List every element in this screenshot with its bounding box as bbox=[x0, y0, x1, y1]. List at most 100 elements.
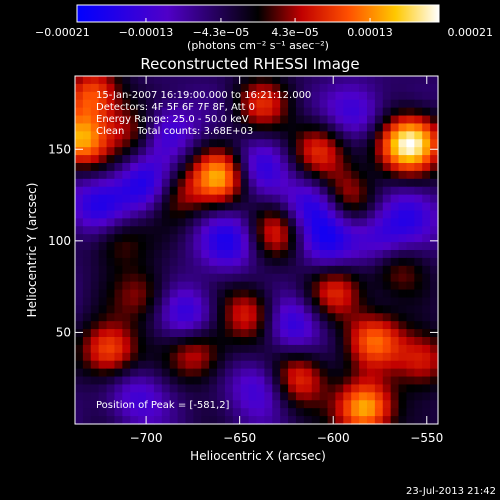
heatmap-cell bbox=[114, 131, 123, 140]
heatmap-cell bbox=[90, 139, 100, 148]
heatmap-cell bbox=[382, 376, 392, 386]
heatmap-cell bbox=[130, 123, 139, 132]
heatmap-cell bbox=[193, 376, 202, 386]
heatmap-cell bbox=[201, 139, 210, 148]
heatmap-cell bbox=[98, 281, 108, 291]
heatmap-cell bbox=[169, 265, 179, 275]
heatmap-cell bbox=[414, 170, 423, 180]
heatmap-cell bbox=[106, 210, 116, 219]
heatmap-cell bbox=[232, 352, 242, 362]
heatmap-cell bbox=[75, 147, 84, 156]
heatmap-cell bbox=[90, 289, 100, 299]
heatmap-cell bbox=[414, 163, 423, 172]
heatmap-cell bbox=[374, 202, 384, 212]
heatmap-cell bbox=[122, 376, 131, 386]
heatmap-cell bbox=[311, 83, 321, 93]
heatmap-cell bbox=[82, 115, 92, 125]
heatmap-cell bbox=[319, 265, 329, 275]
heatmap-cell bbox=[288, 107, 297, 117]
heatmap-cell bbox=[161, 163, 171, 172]
heatmap-cell bbox=[98, 368, 108, 378]
heatmap-cell bbox=[98, 99, 108, 109]
heatmap-cell bbox=[351, 107, 360, 117]
heatmap-cell bbox=[272, 155, 281, 164]
heatmap-cell bbox=[414, 313, 423, 322]
heatmap-cell bbox=[185, 329, 194, 338]
heatmap-cell bbox=[319, 337, 329, 346]
heatmap-cell bbox=[272, 368, 281, 378]
heatmap-cell bbox=[98, 337, 108, 346]
heatmap-cell bbox=[288, 242, 297, 251]
heatmap-cell bbox=[422, 321, 431, 330]
heatmap-cell bbox=[359, 76, 368, 85]
heatmap-cell bbox=[209, 408, 218, 417]
heatmap-cell bbox=[240, 321, 250, 330]
heatmap-cell bbox=[343, 281, 352, 291]
heatmap-cell bbox=[382, 91, 392, 101]
heatmap-cell bbox=[106, 155, 116, 164]
heatmap-cell bbox=[406, 265, 415, 275]
heatmap-cell bbox=[422, 123, 431, 132]
heatmap-cell bbox=[319, 91, 329, 101]
heatmap-cell bbox=[122, 76, 131, 85]
heatmap-cell bbox=[295, 123, 305, 132]
heatmap-cell bbox=[114, 242, 123, 251]
heatmap-cell bbox=[232, 297, 242, 306]
heatmap-cell bbox=[185, 194, 194, 204]
heatmap-cell bbox=[390, 202, 400, 212]
heatmap-cell bbox=[390, 226, 400, 235]
heatmap-cell bbox=[201, 226, 210, 235]
heatmap-cell bbox=[106, 392, 116, 401]
heatmap-cell bbox=[366, 139, 376, 148]
heatmap-cell bbox=[217, 234, 226, 243]
heatmap-cell bbox=[351, 289, 360, 299]
heatmap-cell bbox=[224, 99, 234, 109]
heatmap-cell bbox=[185, 265, 194, 275]
heatmap-cell bbox=[406, 321, 415, 330]
heatmap-cell bbox=[209, 313, 218, 322]
heatmap-cell bbox=[122, 257, 131, 267]
heatmap-cell bbox=[280, 313, 289, 322]
heatmap-cell bbox=[185, 344, 194, 354]
heatmap-cell bbox=[122, 416, 131, 425]
heatmap-cell bbox=[232, 147, 242, 156]
heatmap-cell bbox=[82, 273, 92, 283]
heatmap-cell bbox=[335, 83, 344, 93]
heatmap-cell bbox=[248, 337, 258, 346]
heatmap-cell bbox=[106, 384, 116, 393]
heatmap-cell bbox=[280, 376, 289, 386]
heatmap-cell bbox=[75, 344, 84, 354]
heatmap-cell bbox=[256, 368, 265, 378]
heatmap-cell bbox=[217, 194, 226, 204]
annotation-clean-counts: Clean Total counts: 3.68E+03 bbox=[96, 126, 253, 137]
heatmap-cell bbox=[311, 234, 321, 243]
heatmap-cell bbox=[288, 344, 297, 354]
heatmap-cell bbox=[303, 170, 313, 180]
heatmap-cell bbox=[193, 257, 202, 267]
heatmap-cell bbox=[161, 313, 171, 322]
heatmap-cell bbox=[146, 123, 155, 132]
heatmap-cell bbox=[422, 147, 431, 156]
heatmap-cell bbox=[232, 210, 242, 219]
heatmap-cell bbox=[335, 242, 344, 251]
heatmap-cell bbox=[374, 344, 384, 354]
heatmap-cell bbox=[319, 218, 329, 227]
heatmap-cell bbox=[343, 91, 352, 101]
heatmap-cell bbox=[224, 329, 234, 338]
heatmap-cell bbox=[374, 76, 384, 85]
heatmap-cell bbox=[374, 163, 384, 172]
heatmap-cell bbox=[98, 392, 108, 401]
heatmap-cell bbox=[232, 305, 242, 314]
heatmap-cell bbox=[185, 178, 194, 188]
heatmap-cell bbox=[288, 257, 297, 267]
heatmap-cell bbox=[406, 123, 415, 132]
heatmap-cell bbox=[390, 297, 400, 306]
heatmap-cell bbox=[272, 194, 281, 204]
heatmap-cell bbox=[90, 83, 100, 93]
heatmap-cell bbox=[280, 147, 289, 156]
heatmap-cell bbox=[169, 147, 179, 156]
heatmap-cell bbox=[264, 392, 273, 401]
heatmap-cell bbox=[382, 250, 392, 259]
heatmap-cell bbox=[98, 83, 108, 93]
